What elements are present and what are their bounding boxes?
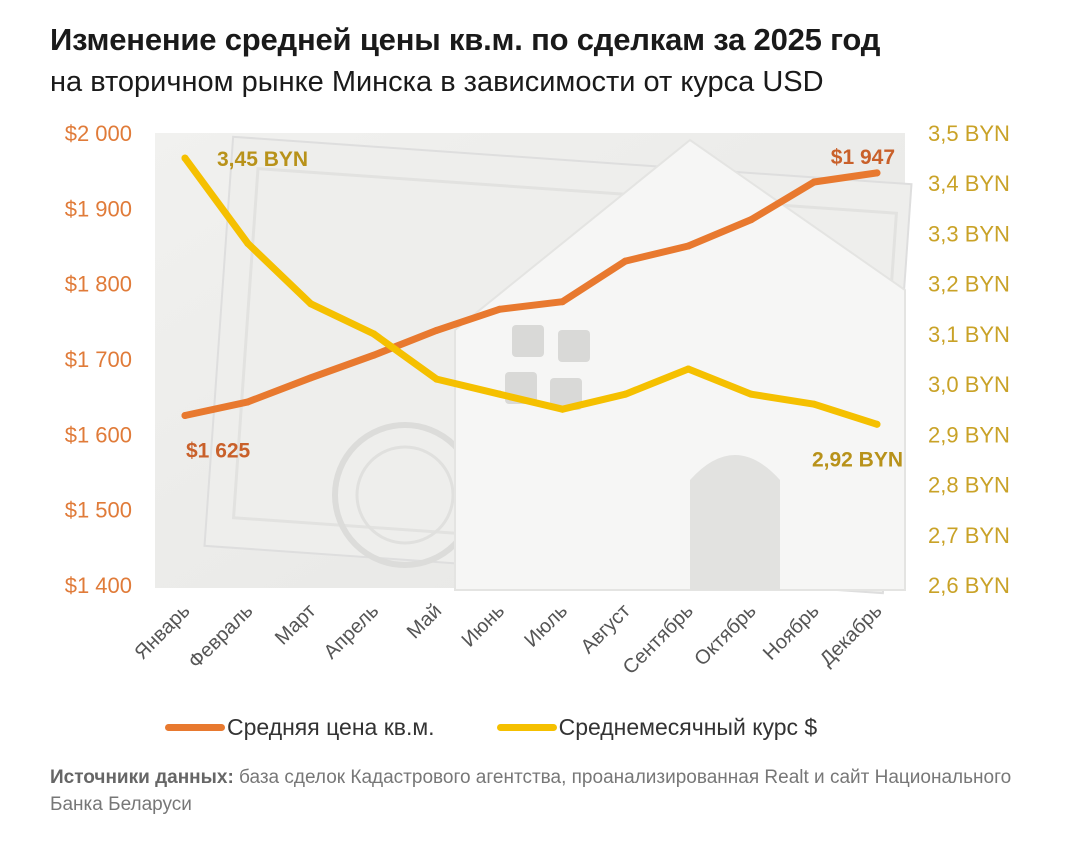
y-axis-left: $2 000 $1 900 $1 800 $1 700 $1 600 $1 500 $1 4… [65, 121, 132, 598]
y-right-tick-label: 3,1 BYN [928, 322, 1010, 347]
y-left-tick-label: $1 900 [65, 196, 132, 221]
y-left-tick-label: $1 800 [65, 272, 132, 297]
legend: Средняя цена кв.м. Среднемесячный курс $ [165, 710, 879, 744]
y-right-tick-label: 2,8 BYN [928, 473, 1010, 498]
chart-subtitle: на вторичном рынке Минска в зависимости … [50, 66, 824, 98]
data-point-rate [873, 420, 881, 428]
legend-swatch-rate [496, 723, 557, 731]
y-right-tick-label: 2,9 BYN [928, 422, 1010, 447]
y-left-tick-label: $1 500 [65, 498, 132, 523]
data-point-price [496, 305, 504, 313]
y-right-tick-label: 3,3 BYN [928, 221, 1010, 246]
y-right-tick-label: 3,0 BYN [928, 372, 1010, 397]
y-right-tick-label: 3,4 BYN [928, 171, 1010, 196]
data-label-rate-december: 2,92 BYN [812, 448, 903, 471]
data-point-price [621, 257, 629, 265]
series-layer [181, 154, 881, 428]
y-left-tick-label: $2 000 [65, 121, 132, 146]
data-label-price-january: $1 625 [186, 440, 251, 463]
data-point-rate [181, 154, 189, 162]
x-tick-label: Август [577, 600, 635, 658]
data-point-rate [433, 375, 441, 383]
source-text: база сделок Кадастрового агентства, проа… [50, 767, 1012, 815]
data-point-rate [370, 330, 378, 338]
data-point-rate [810, 400, 818, 408]
data-point-price [558, 298, 566, 306]
chart-title: Изменение средней цены кв.м. по сделкам … [50, 22, 881, 57]
legend-item-price: Средняя цена кв.м. [165, 714, 435, 741]
legend-item-rate: Среднемесячный курс $ [496, 713, 818, 741]
x-tick-label: Декабрь [816, 600, 887, 671]
line-chart: $2 000 $1 900 $1 800 $1 700 $1 600 $1 500 $1 4… [65, 121, 1010, 679]
y-left-tick-label: $1 700 [65, 347, 132, 372]
data-point-price [307, 374, 315, 382]
x-tick-label: Июнь [458, 600, 510, 652]
x-tick-label: Январь [130, 600, 194, 664]
source-label: Источники данных: [50, 767, 234, 788]
data-point-price [370, 351, 378, 359]
x-tick-label: Апрель [320, 600, 384, 664]
data-point-price [244, 398, 252, 406]
series-line-rate [181, 154, 881, 428]
data-point-rate [684, 365, 692, 373]
x-tick-label: Март [271, 600, 320, 649]
legend-label-rate: Среднемесячный курс $ [558, 713, 818, 740]
series-line-price [181, 169, 881, 419]
data-point-price [747, 216, 755, 224]
legend-swatch-price [165, 723, 225, 731]
legend-label-price: Средняя цена кв.м. [227, 713, 435, 740]
x-tick-label: Июль [520, 600, 572, 652]
data-point-rate [747, 390, 755, 398]
data-point-price [684, 242, 692, 250]
data-point-rate [496, 390, 504, 398]
y-axis-right: 3,5 BYN 3,4 BYN 3,3 BYN 3,2 BYN 3,1 BYN 3,0 B… [928, 121, 1010, 598]
data-point-price [433, 326, 441, 334]
x-tick-label: Май [403, 600, 446, 643]
y-right-tick-label: 2,7 BYN [928, 523, 1010, 548]
y-right-tick-label: 3,5 BYN [928, 121, 1010, 146]
data-point-rate [244, 239, 252, 247]
x-tick-label: Ноябрь [759, 600, 824, 665]
y-right-tick-label: 2,6 BYN [928, 573, 1010, 598]
source-note: Источники данных: база сделок Кадастрово… [50, 764, 1040, 818]
data-label-rate-january: 3,45 BYN [217, 148, 308, 171]
y-right-tick-label: 3,2 BYN [928, 272, 1010, 297]
data-point-rate [558, 405, 566, 413]
data-label-price-december: $1 947 [831, 146, 895, 169]
data-point-price [181, 412, 189, 419]
y-left-tick-label: $1 600 [65, 422, 132, 447]
data-point-price [873, 169, 881, 177]
data-point-price [810, 178, 818, 186]
background-image [155, 133, 913, 595]
x-tick-label: Октябрь [690, 600, 760, 670]
x-tick-label: Февраль [184, 600, 257, 673]
data-point-rate [307, 300, 315, 308]
y-left-tick-label: $1 400 [65, 573, 132, 598]
data-point-rate [621, 390, 629, 398]
